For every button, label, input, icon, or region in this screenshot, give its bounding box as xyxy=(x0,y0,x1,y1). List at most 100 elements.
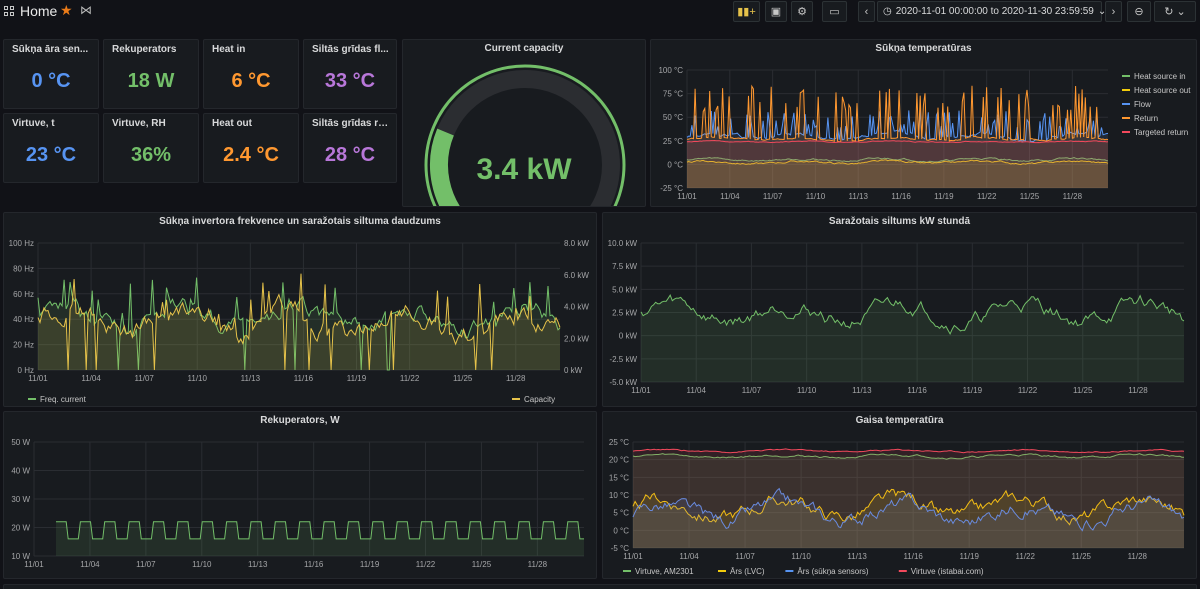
gauge-panel-current-capacity[interactable]: Current capacity 3.4 kW xyxy=(402,39,646,207)
stat-panel-floor-flow[interactable]: Siltās grīdas fl... 33 °C xyxy=(303,39,397,109)
legend-label: Virtuve, AM2301 xyxy=(635,567,694,576)
panel-title: Rekuperators, W xyxy=(260,415,340,426)
chart-panel-air-temperature[interactable]: Gaisa temperatūra 25 °C 20 °C 15 °C 10 °C 5 … xyxy=(602,411,1197,579)
x-tick-label: 11/16 xyxy=(891,192,911,201)
chevron-left-icon: ‹ xyxy=(864,5,869,18)
y-tick-label: 10 °C xyxy=(609,491,629,500)
dashboard-title[interactable]: Home xyxy=(20,3,58,19)
series-area xyxy=(641,295,1184,382)
stat-value: 33 °C xyxy=(324,70,376,92)
stat-panel-floor-return[interactable]: Siltās grīdas re... 28 °C xyxy=(303,113,397,183)
panel-title: Sūkņa invertora frekvence un saražotais … xyxy=(159,216,441,227)
y-tick-label: 5 °C xyxy=(613,509,629,518)
x-tick-label: 11/01 xyxy=(623,552,643,561)
stat-panel-recuperator[interactable]: Rekuperators 18 W xyxy=(103,39,199,109)
stat-title: Sūkņa āra sen... xyxy=(12,44,89,55)
x-tick-label: 11/07 xyxy=(763,192,783,201)
legend-label: Heat source out xyxy=(1134,86,1191,95)
y-tick-label: 0 °C xyxy=(613,526,629,535)
x-tick-label: 11/04 xyxy=(679,552,699,561)
series-line xyxy=(640,293,1185,336)
y-tick-label: 5.0 kW xyxy=(612,285,637,294)
y-tick-label: 10.0 kW xyxy=(608,239,638,248)
chevron-down-icon: ⌄ xyxy=(1097,6,1107,17)
stat-title: Heat in xyxy=(212,44,246,55)
save-button[interactable]: ▣ xyxy=(765,1,787,22)
y-tick-label: 75 °C xyxy=(663,90,683,99)
x-tick-label: 11/22 xyxy=(400,374,420,383)
chart-panel-recuperator[interactable]: Rekuperators, W 50 W 40 W 30 W 20 W 10 W 11/0… xyxy=(3,411,597,579)
time-forward-button[interactable]: › xyxy=(1105,1,1122,22)
chart-panel-inverter-frequency[interactable]: Sūkņa invertora frekvence un saražotais … xyxy=(3,212,597,407)
share-icon[interactable]: ⋈ xyxy=(80,3,92,17)
top-bar: Home ★ ⋈ ▮▮+ ▣ ⚙ ▭ ‹ ◷ 2020-11-01 00:00:… xyxy=(0,0,1200,24)
x-tick-label: 11/07 xyxy=(136,560,156,569)
legend-label: Capacity xyxy=(524,395,555,404)
legend-label: Ārs (sūkņa sensors) xyxy=(797,567,868,576)
clock-icon: ◷ xyxy=(883,6,892,17)
stat-panel-kitchen-rh[interactable]: Virtuve, RH 36% xyxy=(103,113,199,183)
stat-panel-heat-in[interactable]: Heat in 6 °C xyxy=(203,39,299,109)
chart-panel-produced-heat[interactable]: Saražotais siltums kW stundā 10.0 kW 7.5 … xyxy=(602,212,1197,407)
y-tick-label: 0 kW xyxy=(619,332,638,341)
refresh-button[interactable]: ↻ ⌄ xyxy=(1154,1,1196,22)
stat-title: Virtuve, RH xyxy=(112,118,166,129)
tv-mode-button[interactable]: ▭ xyxy=(822,1,847,22)
x-tick-label: 11/22 xyxy=(1018,386,1038,395)
save-icon: ▣ xyxy=(770,6,782,18)
time-range-picker[interactable]: ◷ 2020-11-01 00:00:00 to 2020-11-30 23:5… xyxy=(877,1,1106,22)
x-tick-label: 11/19 xyxy=(347,374,367,383)
y-tick-label: 15 °C xyxy=(609,473,629,482)
x-tick-label: 11/28 xyxy=(1128,552,1148,561)
series-line xyxy=(56,521,584,540)
x-tick-label: 11/10 xyxy=(192,560,212,569)
x-tick-label: 11/01 xyxy=(24,560,44,569)
chart-panel-pump-temperatures[interactable]: Sūkņa temperatūras 100 °C 75 °C 50 °C 25 °C… xyxy=(650,39,1197,207)
stat-title: Heat out xyxy=(212,118,252,129)
stat-value: 18 W xyxy=(127,70,175,92)
y-tick-label: 100 Hz xyxy=(9,239,34,248)
x-tick-label: 11/25 xyxy=(1020,192,1040,201)
x-tick-label: 11/28 xyxy=(1128,386,1148,395)
x-tick-label: 11/04 xyxy=(80,560,100,569)
y-tick-label: -5.0 kW xyxy=(609,378,637,387)
stat-panel-pump-outdoor-sensor[interactable]: Sūkņa āra sen... 0 °C xyxy=(3,39,99,109)
series-line xyxy=(632,487,1185,532)
refresh-icon: ↻ ⌄ xyxy=(1164,6,1186,18)
gauge-value: 3.4 kW xyxy=(476,153,572,186)
time-range-label: 2020-11-01 00:00:00 to 2020-11-30 23:59:… xyxy=(895,6,1094,17)
time-back-button[interactable]: ‹ xyxy=(858,1,875,22)
y-tick-label: 20 W xyxy=(11,524,30,533)
stat-value: 6 °C xyxy=(231,70,271,92)
x-tick-label: 11/22 xyxy=(977,192,997,201)
y-tick-label: 25 °C xyxy=(663,137,683,146)
stat-title: Siltās grīdas re... xyxy=(312,118,392,129)
y-tick-label: -25 °C xyxy=(660,184,683,193)
star-icon[interactable]: ★ xyxy=(60,2,73,18)
tv-icon: ▭ xyxy=(829,6,840,18)
y-tick-label: 20 Hz xyxy=(13,341,34,350)
zoom-out-button[interactable]: ⊖ xyxy=(1127,1,1151,22)
y-tick-label: -5 °C xyxy=(611,544,630,553)
grid-icon[interactable] xyxy=(4,6,15,17)
chart-recuperator: 50 W 40 W 30 W 20 W 10 W11/01 11/04 11/07 11/10… xyxy=(11,438,584,569)
legend-label: Ārs (LVC) xyxy=(730,567,765,576)
x-tick-label: 11/13 xyxy=(847,552,867,561)
legend-label: Flow xyxy=(1134,100,1151,109)
x-tick-label: 11/16 xyxy=(907,386,927,395)
x-tick-label: 11/16 xyxy=(294,374,314,383)
gauge-threshold-arc xyxy=(424,64,626,206)
x-tick-label: 11/13 xyxy=(241,374,261,383)
x-tick-label: 11/25 xyxy=(1073,386,1093,395)
x-tick-label: 11/22 xyxy=(416,560,436,569)
y-tick-label: 0 Hz xyxy=(18,366,34,375)
x-tick-label: 11/13 xyxy=(852,386,872,395)
x-tick-label: 11/10 xyxy=(797,386,817,395)
stat-panel-heat-out[interactable]: Heat out 2.4 °C xyxy=(203,113,299,183)
stat-panel-kitchen-temp[interactable]: Virtuve, t 23 °C xyxy=(3,113,99,183)
settings-button[interactable]: ⚙ xyxy=(791,1,813,22)
y-tick-label: 2.5 kW xyxy=(612,309,637,318)
y-right-tick-label: 2.0 kW xyxy=(564,334,589,343)
gauge-track xyxy=(430,70,620,206)
add-panel-button[interactable]: ▮▮+ xyxy=(733,1,760,22)
